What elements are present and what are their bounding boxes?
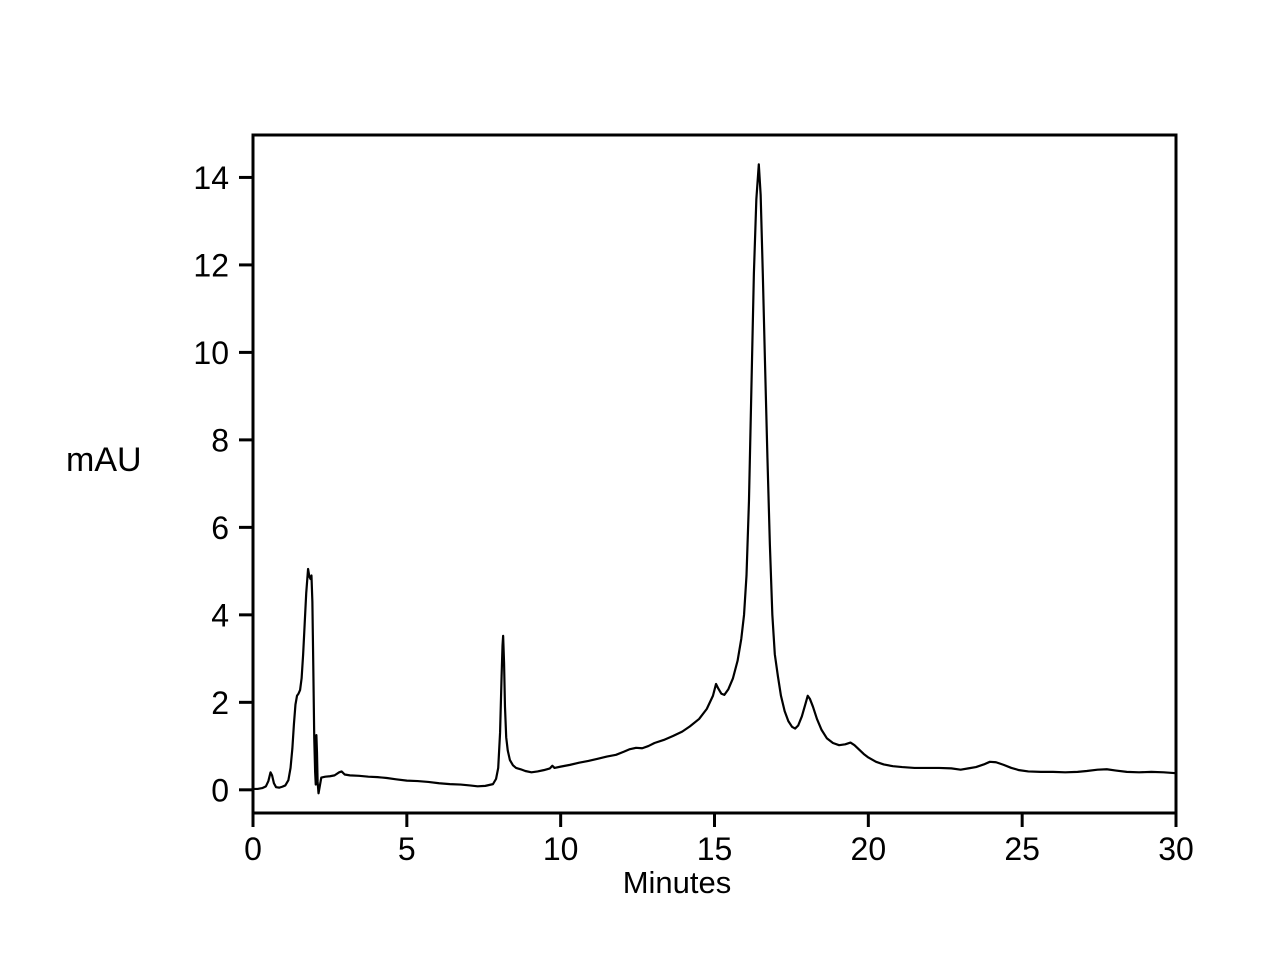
y-tick-labels: 0 2 4 6 8 10 12 14 [193,160,229,808]
x-axis-title: Minutes [622,865,732,900]
y-axis-ticks [239,175,253,792]
y-tick-label: 2 [211,685,229,721]
x-tick-labels: 0 5 10 15 20 25 30 [244,831,1194,867]
x-axis-ticks [251,813,1178,827]
signal-trace [251,163,1178,795]
x-tick-label: 25 [1004,831,1040,867]
y-axis-title: mAU [66,441,142,479]
x-tick-label: 5 [398,831,416,867]
y-tick-label: 4 [211,597,229,633]
y-tick-label: 8 [211,422,229,458]
y-tick-label: 0 [211,772,229,808]
y-tick-label: 12 [193,247,229,283]
x-tick-label: 15 [697,831,733,867]
x-tick-label: 0 [244,831,262,867]
x-tick-label: 10 [543,831,579,867]
x-tick-label: 30 [1158,831,1194,867]
y-tick-label: 6 [211,510,229,546]
x-tick-label: 20 [851,831,887,867]
plot-border [251,133,1178,815]
y-tick-label: 14 [193,160,229,196]
y-tick-label: 10 [193,335,229,371]
